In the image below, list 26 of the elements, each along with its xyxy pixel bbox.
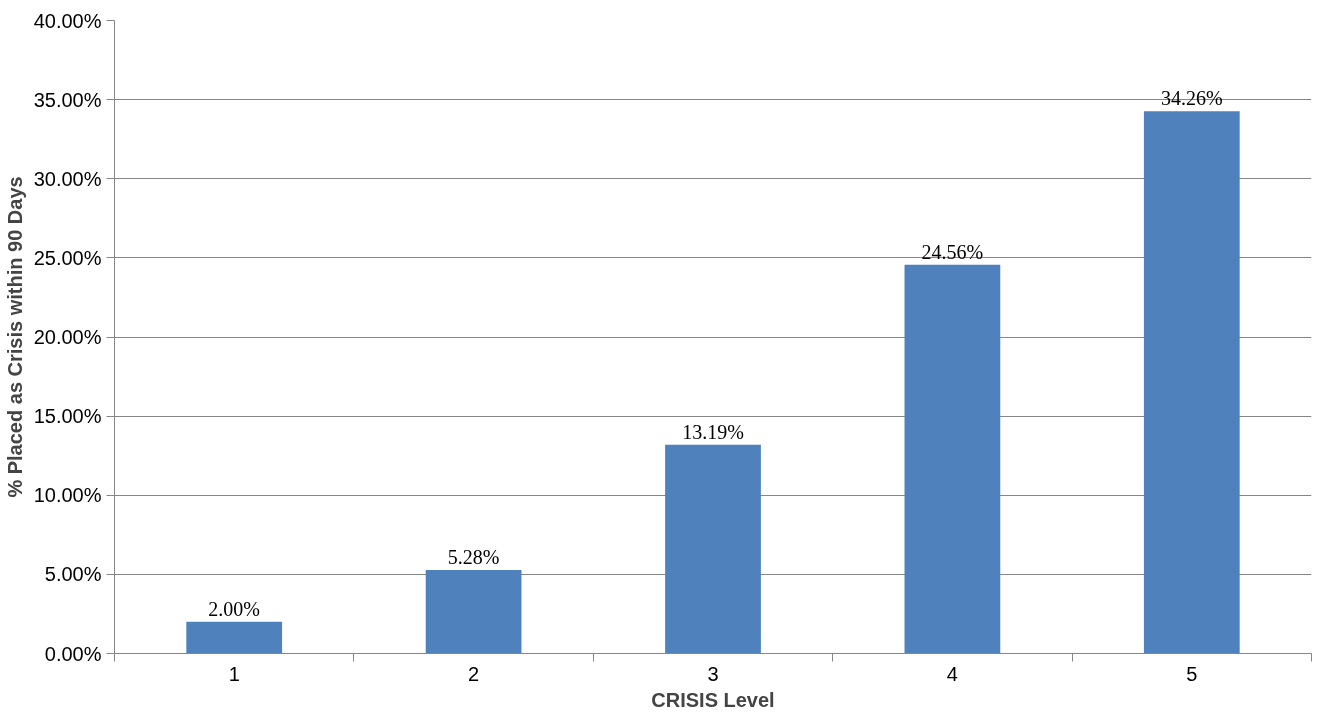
bar — [904, 264, 1001, 654]
bar — [425, 569, 522, 654]
y-tick-label: 35.00% — [33, 88, 102, 111]
x-tick-label: 1 — [228, 662, 240, 685]
x-axis-title: CRISIS Level — [651, 688, 775, 711]
bar — [186, 621, 283, 654]
y-tick-label: 30.00% — [33, 167, 102, 190]
y-tick-label: 25.00% — [33, 246, 102, 269]
y-tick-label: 0.00% — [44, 642, 102, 665]
data-label: 2.00% — [208, 597, 261, 620]
bar — [1143, 111, 1240, 654]
data-label: 24.56% — [921, 240, 984, 263]
y-tick-label: 20.00% — [33, 326, 102, 348]
y-tick-label: 5.00% — [44, 563, 102, 586]
y-tick-label: 15.00% — [33, 405, 102, 428]
x-tick-label: 5 — [1186, 662, 1198, 685]
x-tick-label: 3 — [707, 662, 719, 685]
x-tick-label: 4 — [946, 662, 958, 685]
y-tick-label: 40.00% — [33, 9, 102, 32]
x-tick-label: 2 — [468, 662, 480, 685]
y-axis-title: % Placed as Crisis within 90 Days — [3, 176, 26, 498]
bar — [665, 444, 761, 654]
y-tick-label: 10.00% — [33, 484, 102, 507]
data-label: 5.28% — [447, 545, 500, 568]
data-label: 13.19% — [682, 420, 744, 443]
data-label: 34.26% — [1160, 87, 1223, 110]
